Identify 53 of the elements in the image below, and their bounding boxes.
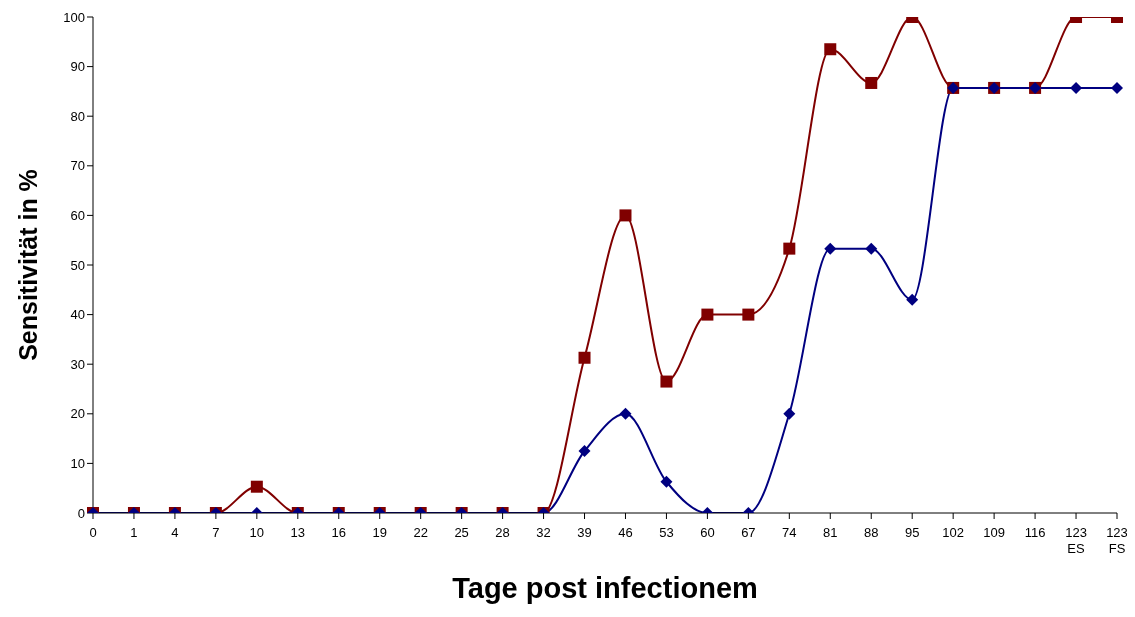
x-tick-label: 7 — [212, 524, 220, 540]
point — [1111, 81, 1123, 94]
x-tick-label: 109 — [983, 524, 1005, 540]
point — [619, 407, 632, 420]
x-tick-label: 4 — [171, 524, 179, 540]
point — [660, 375, 673, 388]
point — [742, 308, 755, 321]
x-tick-label: 60 — [700, 524, 715, 540]
y-axis-title: Sensitivität in % — [13, 169, 42, 361]
x-tick-label: 22 — [413, 524, 428, 540]
x-tick-label: 28 — [495, 524, 510, 540]
y-tick-label: 20 — [70, 406, 85, 422]
x-tick-label: 88 — [864, 524, 879, 540]
y-tick-label: 80 — [70, 108, 85, 124]
x-tick-label: 123 ES — [1065, 524, 1087, 556]
point — [865, 76, 878, 89]
point — [906, 293, 919, 306]
x-tick-label: 32 — [536, 524, 551, 540]
x-tick-label: 13 — [290, 524, 306, 540]
point — [865, 242, 878, 255]
x-tick-label: 102 — [942, 524, 965, 540]
x-tick-label: 39 — [577, 524, 592, 540]
y-tick-label: 40 — [70, 307, 85, 323]
x-tick-label: 19 — [372, 524, 387, 540]
x-tick-label: 95 — [904, 524, 920, 540]
x-axis-title: Tage post infectionem — [452, 572, 758, 604]
x-tick-label: 116 — [1024, 524, 1046, 540]
x-tick-label: 53 — [659, 524, 674, 540]
x-tick-label: 25 — [454, 524, 469, 540]
x-tick-label: 10 — [249, 524, 265, 540]
x-tick-label: 67 — [741, 524, 756, 540]
x-tick-label: 1 — [130, 524, 138, 540]
point — [824, 242, 837, 255]
y-tick-label: 90 — [70, 59, 85, 75]
point — [578, 351, 591, 364]
x-tick-label: 0 — [89, 524, 97, 540]
y-tick-label: 100 — [63, 9, 85, 25]
x-tick-label: 123 FS — [1106, 524, 1128, 556]
x-tick-label: 46 — [618, 524, 633, 540]
y-tick-label: 60 — [70, 208, 85, 224]
x-tick-label: 74 — [782, 524, 797, 540]
point — [783, 242, 796, 255]
y-tick-label: 10 — [70, 456, 85, 472]
y-tick-label: 70 — [70, 158, 85, 174]
y-tick-label: 0 — [77, 505, 85, 521]
x-tick-label: 81 — [823, 524, 838, 540]
y-tick-label: 30 — [70, 356, 85, 372]
point — [701, 308, 714, 321]
y-tick-label: 50 — [70, 257, 85, 273]
point — [824, 43, 837, 56]
point — [619, 209, 632, 222]
point — [783, 407, 796, 420]
x-tick-label: 16 — [331, 524, 346, 540]
